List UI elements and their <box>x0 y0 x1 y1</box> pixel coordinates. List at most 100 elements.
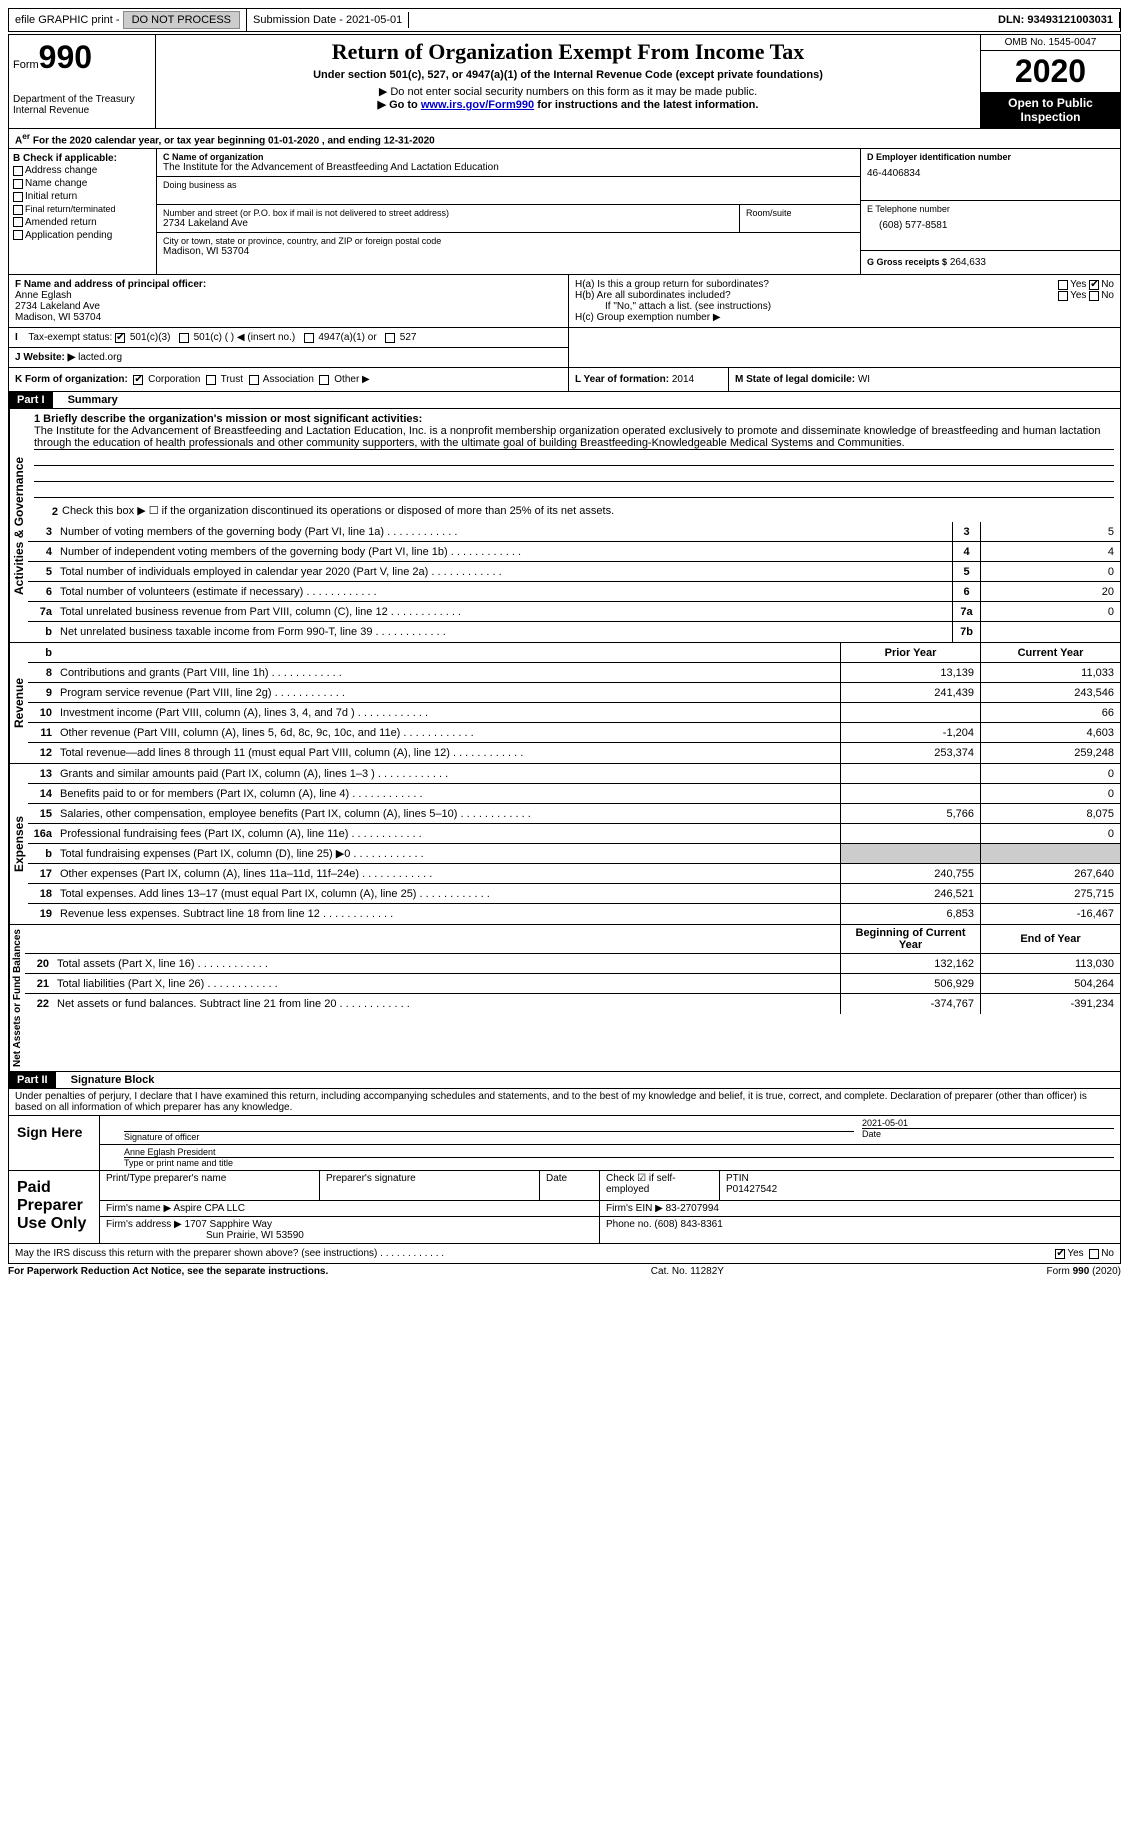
line-18: 18 Total expenses. Add lines 13–17 (must… <box>28 884 1120 904</box>
cb-other[interactable] <box>319 375 329 385</box>
box-h: H(a) Is this a group return for subordin… <box>569 275 1120 327</box>
section-bcd: B Check if applicable: Address change Na… <box>8 149 1121 275</box>
form-990-page: efile GRAPHIC print - DO NOT PROCESS Sub… <box>0 0 1129 1287</box>
part1-subtitle: Summary <box>56 394 118 406</box>
form-num: 990 <box>39 39 92 75</box>
cb-527[interactable] <box>385 333 395 343</box>
vlabel-expenses: Expenses <box>9 764 28 924</box>
form-org-label: K Form of organization: <box>15 374 128 385</box>
line-a: Aer For the 2020 calendar year, or tax y… <box>8 129 1121 149</box>
city-state-zip: Madison, WI 53704 <box>163 246 854 257</box>
part1-revenue: Revenue b Prior Year Current Year 8 Cont… <box>8 643 1121 764</box>
cb-pending[interactable]: Application pending <box>13 229 152 242</box>
part1-netassets: Net Assets or Fund Balances Beginning of… <box>8 925 1121 1072</box>
officer-name: Anne Eglash <box>15 290 562 301</box>
header: Form990 Department of the Treasury Inter… <box>8 34 1121 129</box>
line-14: 14 Benefits paid to or for members (Part… <box>28 784 1120 804</box>
addr-label: Number and street (or P.O. box if mail i… <box>163 208 733 218</box>
cb-final[interactable]: Final return/terminated <box>13 203 152 216</box>
firm-phone-label: Phone no. <box>606 1219 652 1230</box>
cb-trust[interactable] <box>206 375 216 385</box>
phone-label: E Telephone number <box>867 204 1114 214</box>
q1: 1 Briefly describe the organization's mi… <box>28 409 1120 502</box>
line-12: 12 Total revenue—add lines 8 through 11 … <box>28 743 1120 763</box>
org-name: The Institute for the Advancement of Bre… <box>163 162 854 173</box>
hb-label: H(b) Are all subordinates included? <box>575 290 731 301</box>
date-label: Date <box>862 1129 1114 1139</box>
prep-date-label: Date <box>540 1171 600 1200</box>
q2: 2Check this box ▶ ☐ if the organization … <box>28 502 1120 522</box>
cb-name[interactable]: Name change <box>13 177 152 190</box>
line-15: 15 Salaries, other compensation, employe… <box>28 804 1120 824</box>
section-ij: I Tax-exempt status: 501(c)(3) 501(c) ( … <box>8 328 1121 368</box>
prep-sig-label: Preparer's signature <box>326 1173 533 1184</box>
street-addr: 2734 Lakeland Ave <box>163 218 733 229</box>
hc-label: H(c) Group exemption number ▶ <box>575 312 1114 323</box>
firm-name-label: Firm's name ▶ <box>106 1203 171 1214</box>
sign-here-label: Sign Here <box>9 1116 99 1170</box>
line-22: 22 Net assets or fund balances. Subtract… <box>25 994 1120 1014</box>
box-l: L Year of formation: 2014 <box>569 368 729 391</box>
hb-yesno[interactable]: Yes No <box>1058 290 1114 301</box>
line-7a: 7a Total unrelated business revenue from… <box>28 602 1120 622</box>
room-label: Room/suite <box>740 205 860 232</box>
do-not-process-btn[interactable]: DO NOT PROCESS <box>123 11 240 29</box>
self-employed[interactable]: Check ☑ if self-employed <box>600 1171 720 1200</box>
section-fh: F Name and address of principal officer:… <box>8 275 1121 328</box>
ptin-label: PTIN <box>726 1173 1114 1184</box>
city-label: City or town, state or province, country… <box>163 236 854 246</box>
line-16a: 16a Professional fundraising fees (Part … <box>28 824 1120 844</box>
org-name-label: C Name of organization <box>163 152 854 162</box>
part1-title: Part I <box>9 392 53 408</box>
phone-value: (608) 577-8581 <box>867 220 1114 231</box>
paid-preparer-block: Paid Preparer Use Only Print/Type prepar… <box>8 1171 1121 1244</box>
tax-exempt-label: Tax-exempt status: <box>28 332 112 343</box>
line-19: 19 Revenue less expenses. Subtract line … <box>28 904 1120 924</box>
part2-subtitle: Signature Block <box>59 1074 155 1086</box>
dept-treasury: Department of the Treasury Internal Reve… <box>13 94 151 116</box>
prep-name-label: Print/Type preparer's name <box>106 1173 313 1184</box>
cb-address[interactable]: Address change <box>13 164 152 177</box>
line-b: b <box>28 645 56 661</box>
box-k: K Form of organization: Corporation Trus… <box>9 368 569 391</box>
hdr-begin: Beginning of Current Year <box>840 925 980 953</box>
paid-preparer-label: Paid Preparer Use Only <box>9 1171 99 1243</box>
box-f: F Name and address of principal officer:… <box>9 275 569 327</box>
irs-yesno[interactable]: Yes No <box>1055 1248 1114 1259</box>
line-i: I <box>15 332 18 343</box>
cb-corp[interactable] <box>133 375 143 385</box>
cb-initial[interactable]: Initial return <box>13 190 152 203</box>
cb-4947[interactable] <box>304 333 314 343</box>
sign-here-block: Sign Here Signature of officer 2021-05-0… <box>8 1116 1121 1171</box>
line-4: 4 Number of independent voting members o… <box>28 542 1120 562</box>
cb-501c[interactable] <box>179 333 189 343</box>
irs-link[interactable]: www.irs.gov/Form990 <box>421 99 534 111</box>
cb-501c3[interactable] <box>115 333 125 343</box>
line-3: 3 Number of voting members of the govern… <box>28 522 1120 542</box>
q2-text: Check this box ▶ ☐ if the organization d… <box>62 504 614 520</box>
sig-date: 2021-05-01 <box>862 1118 1114 1129</box>
part1-expenses: Expenses 13 Grants and similar amounts p… <box>8 764 1121 925</box>
efile-label: efile GRAPHIC print - DO NOT PROCESS <box>9 9 247 31</box>
footer-mid: Cat. No. 11282Y <box>651 1266 724 1277</box>
form-title: Return of Organization Exempt From Incom… <box>160 39 976 65</box>
cb-assoc[interactable] <box>249 375 259 385</box>
vlabel-revenue: Revenue <box>9 643 28 763</box>
cb-amended[interactable]: Amended return <box>13 216 152 229</box>
box-c: C Name of organization The Institute for… <box>157 149 860 274</box>
line-21: 21 Total liabilities (Part X, line 26) 5… <box>25 974 1120 994</box>
inspection-box: Open to Public Inspection <box>981 92 1120 128</box>
line-13: 13 Grants and similar amounts paid (Part… <box>28 764 1120 784</box>
ha-yesno[interactable]: Yes No <box>1058 279 1114 290</box>
section-klm: K Form of organization: Corporation Trus… <box>8 368 1121 392</box>
firm-addr: 1707 Sapphire Way <box>185 1219 272 1230</box>
firm-name: Aspire CPA LLC <box>173 1203 245 1214</box>
header-left: Form990 Department of the Treasury Inter… <box>8 34 156 129</box>
box-b: B Check if applicable: Address change Na… <box>9 149 157 274</box>
line-17: 17 Other expenses (Part IX, column (A), … <box>28 864 1120 884</box>
officer-addr: 2734 Lakeland Ave Madison, WI 53704 <box>15 301 562 323</box>
declaration: Under penalties of perjury, I declare th… <box>8 1089 1121 1116</box>
officer-typed-name: Anne Eglash President <box>124 1147 1114 1158</box>
line-10: 10 Investment income (Part VIII, column … <box>28 703 1120 723</box>
type-name-label: Type or print name and title <box>124 1158 1114 1168</box>
